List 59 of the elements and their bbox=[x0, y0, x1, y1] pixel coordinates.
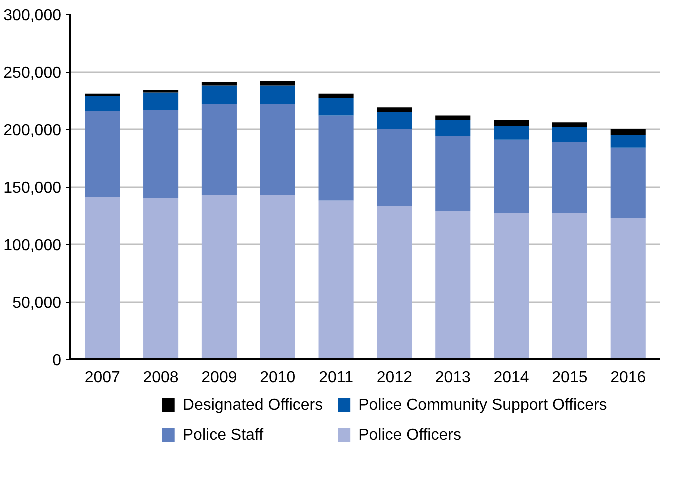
y-tick-label: 100,000 bbox=[4, 238, 62, 254]
bar bbox=[318, 200, 354, 360]
bar bbox=[202, 195, 237, 360]
x-tick-label: 2014 bbox=[494, 370, 530, 386]
bar bbox=[436, 211, 471, 360]
bar bbox=[202, 86, 237, 104]
bar bbox=[144, 198, 179, 360]
bar bbox=[494, 120, 530, 126]
bar bbox=[85, 111, 120, 198]
bar bbox=[552, 142, 588, 214]
bar bbox=[377, 112, 412, 130]
legend-label: Police Community Support Officers bbox=[358, 397, 608, 414]
y-tick-label: 250,000 bbox=[4, 65, 62, 82]
bar bbox=[552, 122, 588, 128]
bar bbox=[610, 135, 646, 148]
bar bbox=[318, 94, 354, 98]
y-tick-label: 200,000 bbox=[4, 122, 62, 140]
bar bbox=[436, 116, 471, 120]
bar bbox=[494, 213, 530, 360]
y-tick-label: 300,000 bbox=[4, 8, 62, 24]
y-tick-label: 0 bbox=[52, 352, 62, 370]
x-tick-label: 2007 bbox=[84, 370, 121, 386]
x-tick-label: 2011 bbox=[319, 370, 354, 386]
x-tick-label: 2015 bbox=[552, 370, 588, 386]
bar bbox=[202, 104, 237, 196]
bar bbox=[318, 98, 354, 116]
bar bbox=[610, 148, 646, 218]
bar bbox=[436, 120, 471, 136]
bar bbox=[377, 206, 412, 360]
x-tick-label: 2008 bbox=[143, 370, 179, 386]
y-tick-label: 50,000 bbox=[12, 295, 62, 312]
legend-label: Police Officers bbox=[358, 427, 462, 444]
x-tick-label: 2016 bbox=[610, 370, 646, 386]
bar bbox=[260, 86, 296, 104]
bar bbox=[377, 108, 412, 112]
bar bbox=[260, 195, 296, 360]
bar bbox=[85, 96, 120, 112]
bar bbox=[552, 127, 588, 142]
bar bbox=[202, 82, 237, 86]
y-tick-label: 150,000 bbox=[4, 180, 62, 197]
x-tick-label: 2012 bbox=[376, 370, 413, 386]
bar bbox=[494, 140, 530, 214]
bar bbox=[144, 110, 179, 198]
bar bbox=[260, 81, 296, 86]
legend-label: Designated Officers bbox=[182, 397, 324, 414]
bar bbox=[85, 197, 120, 360]
legend-label: Police Staff bbox=[182, 427, 264, 444]
bar bbox=[318, 116, 354, 201]
bar bbox=[436, 136, 471, 212]
bar bbox=[610, 130, 646, 136]
bar bbox=[494, 126, 530, 140]
x-tick-label: 2010 bbox=[260, 370, 296, 386]
bar bbox=[377, 130, 412, 207]
bar bbox=[610, 218, 646, 360]
bar bbox=[144, 92, 179, 110]
x-tick-label: 2009 bbox=[202, 370, 238, 386]
bar bbox=[552, 213, 588, 360]
bar bbox=[260, 104, 296, 196]
x-tick-label: 2013 bbox=[435, 370, 472, 386]
